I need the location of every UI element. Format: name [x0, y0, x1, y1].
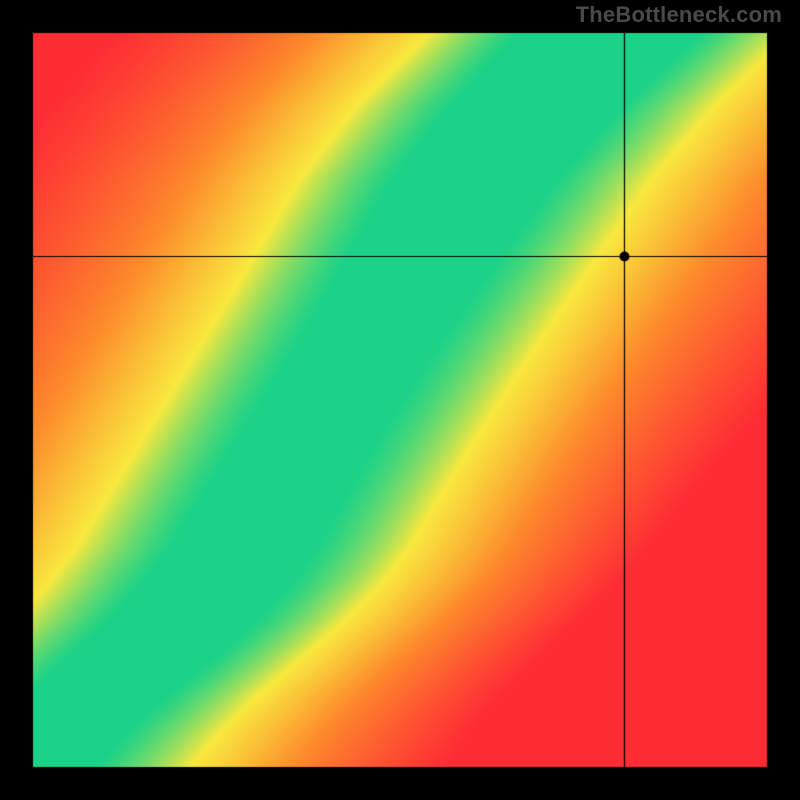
watermark-text: TheBottleneck.com	[576, 2, 782, 28]
heatmap-canvas	[0, 0, 800, 800]
